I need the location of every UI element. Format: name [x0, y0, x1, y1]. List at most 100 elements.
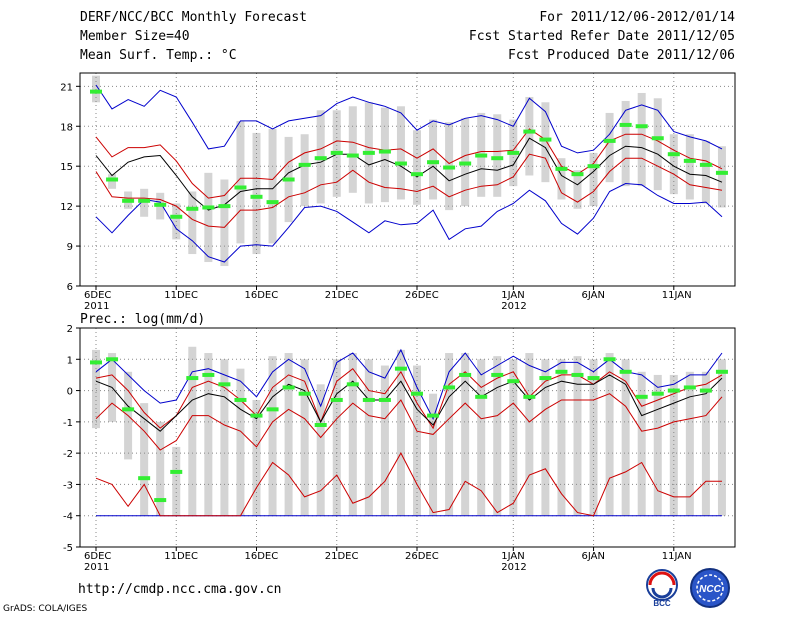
panel2-observed-point [507, 379, 520, 384]
panel1-observed-point [571, 172, 584, 177]
panel2-range-box [717, 359, 726, 516]
panel2-xtick-label: 6DEC [84, 551, 111, 562]
panel2-xtick-label: 11JAN [662, 551, 692, 562]
header-forecast-period: For 2011/12/06-2012/01/14 [539, 10, 735, 25]
panel1-range-box [380, 107, 389, 203]
panel2-series-lower [95, 393, 723, 451]
panel2-xtick-sublabel: 2012 [501, 562, 526, 573]
panel2-range-box [525, 353, 534, 516]
panel2-series-mean [95, 374, 723, 432]
panel2-range-box [605, 353, 614, 516]
ncc-logo: NCC [688, 568, 730, 608]
panel2-xtick-label: 1JAN [501, 551, 524, 562]
panel2-observed-point [234, 397, 247, 402]
panel2-range-box [268, 356, 277, 516]
panel2-range-box [669, 374, 678, 516]
panel1-observed-point [667, 152, 680, 157]
panel2-observed-point [619, 369, 632, 374]
panel1-observed-point [122, 198, 135, 203]
panel2-observed-point [186, 376, 199, 381]
panel2-observed-point [603, 357, 616, 362]
panel1-range-box [541, 102, 550, 183]
panel1-observed-point [186, 206, 199, 211]
panel2-range-box [140, 403, 149, 516]
panel1-observed-point [282, 177, 295, 182]
bcc-logo-text: BCC [653, 599, 671, 608]
panel2-observed-point [282, 385, 295, 390]
panel2-range-box [477, 359, 486, 516]
panel2-range-box [461, 353, 470, 516]
panel2-observed-point [555, 369, 568, 374]
panel2-observed-point [427, 413, 440, 418]
panel2-observed-point [715, 369, 728, 374]
panel2-range-box [653, 374, 662, 516]
panel2-observed-point [250, 413, 263, 418]
panel1-observed-point [459, 161, 472, 166]
panel2-ytick-label: -3 [63, 480, 73, 491]
panel1-observed-point [619, 122, 632, 127]
panel2-range-box [172, 446, 181, 516]
panel1-observed-point [346, 153, 359, 158]
panel1-ytick-label: 15 [60, 162, 73, 173]
panel1-ytick-label: 6 [67, 282, 73, 293]
panel2-observed-point [571, 372, 584, 377]
panel2-range-box [621, 359, 630, 516]
panel1-observed-point [443, 165, 456, 170]
panel2-observed-point [539, 376, 552, 381]
panel1-range-box [557, 158, 566, 200]
panel1-range-box [413, 130, 421, 205]
panel2-range-box [685, 371, 694, 516]
panel2-range-box [92, 349, 100, 429]
ncc-logo-text: NCC [699, 584, 721, 595]
panel2-range-box [348, 353, 357, 516]
panel2-observed-point [378, 397, 391, 402]
panel2-range-box [364, 359, 373, 516]
panel2-range-box [589, 359, 598, 516]
panel2-observed-point [683, 385, 696, 390]
panel1-series-max [95, 84, 723, 154]
panel2-ytick-label: 2 [67, 324, 73, 335]
panel1-observed-point [523, 129, 536, 134]
panel1-observed-point [298, 162, 311, 167]
panel2-observed-point [266, 407, 279, 412]
panel1-observed-point [555, 166, 568, 171]
panel2-xtick-label: 6JAN [582, 551, 605, 562]
panel1-series-min [95, 182, 723, 263]
panel1-observed-point [154, 202, 167, 207]
panel1-observed-point [411, 172, 423, 177]
panel2-xtick-label: 16DEC [245, 551, 279, 562]
panel1-range-box [348, 106, 357, 193]
panel2-observed-point [667, 388, 680, 393]
panel2-observed-point [651, 391, 664, 396]
panel2-range-box [509, 359, 518, 516]
panel1-observed-point [603, 138, 616, 143]
panel2-observed-point [202, 372, 215, 377]
panel2-range-box [252, 399, 261, 516]
panel1-xtick-sublabel: 2012 [501, 301, 526, 312]
header-start-date: Fcst Started Refer Date 2011/12/05 [468, 29, 735, 44]
panel1-xtick-label: 26DEC [405, 290, 439, 301]
panel2-range-box [396, 349, 405, 516]
panel2-observed-point [443, 385, 456, 390]
panel1-frame [79, 72, 736, 287]
panel1-ytick-label: 12 [60, 202, 73, 213]
panel1-observed-point [394, 161, 407, 166]
panel1-observed-point [475, 153, 488, 158]
panel1-xtick-label: 6DEC [84, 290, 111, 301]
panel2-range-box [284, 353, 293, 516]
panel2-range-box [573, 356, 582, 516]
panel2-observed-point [170, 469, 183, 474]
panel1-range-box [621, 100, 630, 187]
panel1-range-box [717, 146, 726, 208]
panel2-range-box [445, 353, 454, 516]
panel2-observed-point [218, 382, 231, 387]
panel2-range-box [701, 371, 710, 516]
panel1-observed-point [635, 124, 648, 129]
panel1-observed-point [539, 137, 552, 142]
panel2-observed-point [587, 376, 600, 381]
footer-url[interactable]: http://cmdp.ncc.cma.gov.cn [78, 582, 282, 597]
panel2-range-box [220, 359, 229, 516]
panel1-observed-point [699, 162, 712, 167]
panel1-range-box [573, 170, 582, 209]
